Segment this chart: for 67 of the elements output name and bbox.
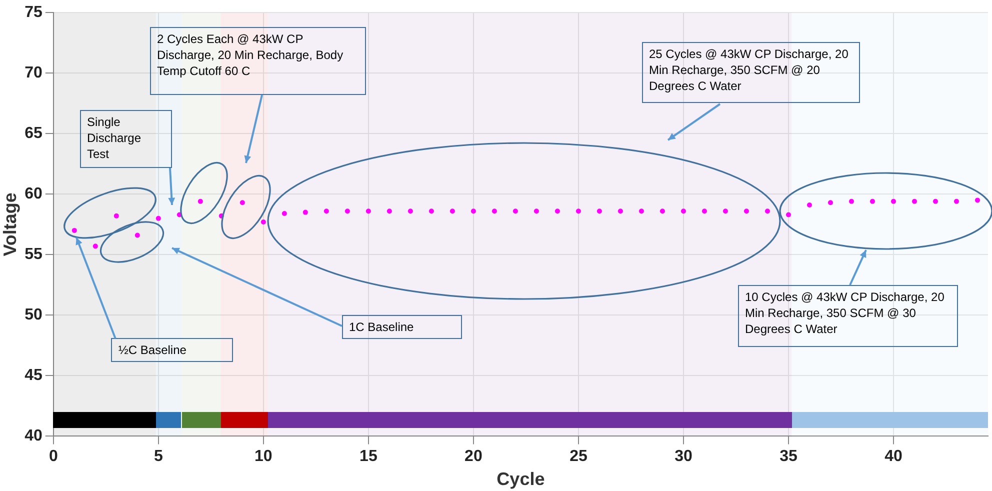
x-tick-label: 35 — [780, 448, 798, 466]
x-tick-label: 30 — [674, 448, 692, 466]
annotation: Single Discharge Test — [80, 110, 172, 168]
point — [428, 208, 434, 214]
point — [450, 208, 455, 214]
point — [366, 208, 371, 214]
point — [492, 208, 497, 214]
point — [932, 198, 938, 204]
point — [134, 232, 140, 238]
point — [386, 208, 392, 214]
y-tick-label: 55 — [24, 246, 42, 264]
point — [72, 228, 77, 233]
point — [975, 198, 980, 203]
point — [240, 200, 245, 206]
point — [344, 208, 350, 214]
point — [702, 208, 707, 214]
x-tick-label: 40 — [884, 448, 902, 466]
point — [534, 208, 539, 214]
x-tick-label: 25 — [570, 448, 588, 466]
annotation: 2 Cycles Each @ 43kW CP Discharge, 20 Min Recharge, Body Temp Cutoff 60 C — [150, 27, 366, 95]
point — [282, 211, 287, 216]
point — [870, 198, 875, 204]
point — [302, 210, 308, 215]
x-tick-label: 0 — [48, 448, 58, 466]
point — [828, 200, 833, 206]
x-axis-title: Cycle — [496, 469, 545, 490]
y-tick-label: 50 — [24, 306, 42, 324]
point — [638, 208, 644, 214]
y-tick-label: 70 — [24, 64, 42, 82]
point — [512, 208, 518, 214]
point — [890, 198, 896, 204]
y-tick-label: 60 — [24, 186, 42, 203]
point — [156, 216, 161, 221]
x-tick-label: 5 — [154, 448, 163, 466]
x-tick-label: 20 — [464, 448, 482, 466]
annotation: ½C Baseline — [111, 338, 234, 362]
point — [806, 202, 812, 208]
point — [576, 208, 581, 214]
point — [470, 208, 476, 214]
y-tick-label: 65 — [24, 125, 42, 142]
x-tick-label: 10 — [254, 448, 272, 466]
x-tick-label: 15 — [360, 448, 378, 466]
point — [912, 198, 917, 204]
y-tick-label: 40 — [24, 428, 42, 445]
y-axis-title: Voltage — [0, 192, 20, 256]
point — [660, 208, 665, 214]
point — [954, 198, 959, 204]
point — [786, 212, 791, 218]
annotation: 10 Cycles @ 43kW CP Discharge, 20 Min Recharge, 350 SCFM @ 30 Degrees C Water — [738, 285, 958, 347]
y-tick-label: 45 — [24, 367, 42, 384]
point — [596, 208, 602, 214]
point — [408, 208, 413, 214]
point — [260, 219, 266, 224]
point — [198, 198, 203, 204]
point — [764, 208, 770, 214]
point — [722, 208, 728, 214]
y-tick-label: 75 — [24, 4, 42, 22]
point — [324, 208, 329, 214]
point — [848, 198, 854, 204]
point — [744, 208, 749, 214]
annotation: 1C Baseline — [342, 315, 462, 339]
point — [114, 213, 119, 218]
point — [680, 208, 686, 214]
point — [618, 208, 623, 214]
annotation: 25 Cycles @ 43kW CP Discharge, 20 Min Recharge, 350 SCFM @ 20 Degrees C Water — [642, 42, 860, 103]
point — [554, 208, 560, 214]
point — [92, 244, 98, 249]
